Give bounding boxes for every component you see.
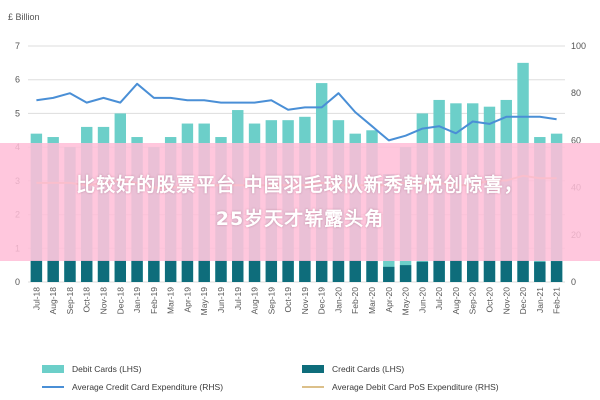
right-tick-label: 80 bbox=[571, 88, 581, 98]
credit-bar bbox=[383, 266, 395, 282]
x-tick-label: Feb-19 bbox=[149, 287, 159, 314]
credit-bar bbox=[450, 260, 462, 282]
legend-debit-label: Debit Cards (LHS) bbox=[72, 364, 142, 374]
right-tick-label: 0 bbox=[571, 277, 576, 287]
x-tick-label: May-20 bbox=[401, 287, 411, 316]
x-tick-label: Aug-20 bbox=[451, 287, 461, 315]
credit-bar bbox=[81, 260, 93, 282]
x-tick-label: Jan-19 bbox=[132, 287, 142, 313]
legend-debit-swatch bbox=[42, 365, 64, 373]
x-tick-label: Dec-19 bbox=[317, 287, 327, 315]
x-tick-label: Mar-19 bbox=[166, 287, 176, 314]
legend: Debit Cards (LHS) Credit Cards (LHS) Ave… bbox=[0, 360, 600, 400]
legend-avg-debit: Average Debit Card PoS Expenditure (RHS) bbox=[302, 382, 499, 392]
x-tick-label: Jun-20 bbox=[417, 287, 427, 313]
x-tick-label: Feb-20 bbox=[350, 287, 360, 314]
right-tick-label: 100 bbox=[571, 41, 586, 51]
credit-bar bbox=[114, 260, 127, 282]
credit-bar bbox=[282, 260, 294, 282]
x-tick-label: May-19 bbox=[199, 287, 209, 316]
x-tick-label: Oct-19 bbox=[283, 287, 293, 313]
right-tick-label: 60 bbox=[571, 135, 581, 145]
x-tick-label: Nov-18 bbox=[99, 287, 109, 315]
credit-bar bbox=[315, 260, 328, 282]
credit-bar bbox=[399, 265, 412, 282]
credit-bar bbox=[299, 260, 311, 282]
credit-bar bbox=[433, 260, 445, 282]
legend-debit-cards: Debit Cards (LHS) bbox=[42, 364, 141, 374]
x-tick-label: Jul-20 bbox=[434, 287, 444, 310]
x-tick-label: Apr-20 bbox=[384, 287, 394, 313]
credit-bar bbox=[148, 260, 160, 282]
x-tick-label: Sep-20 bbox=[468, 287, 478, 315]
left-tick-label: 6 bbox=[15, 75, 20, 85]
promo-banner: 比较好的股票平台 中国羽毛球队新秀韩悦创惊喜， 25岁天才崭露头角 bbox=[0, 143, 600, 261]
legend-avg-debit-swatch bbox=[302, 386, 324, 388]
credit-bar bbox=[97, 260, 110, 282]
legend-credit-cards: Credit Cards (LHS) bbox=[302, 364, 404, 374]
x-tick-label: Feb-21 bbox=[552, 287, 562, 314]
credit-bar bbox=[30, 260, 43, 282]
x-tick-label: Dec-18 bbox=[115, 287, 125, 315]
credit-bar bbox=[232, 260, 244, 282]
credit-bar bbox=[181, 260, 194, 282]
x-tick-label: Nov-20 bbox=[501, 287, 511, 315]
x-tick-label: Jun-19 bbox=[216, 287, 226, 313]
x-tick-label: Oct-18 bbox=[82, 287, 92, 313]
x-tick-label: Aug-18 bbox=[48, 287, 58, 315]
credit-bar bbox=[215, 260, 227, 282]
x-tick-label: Oct-20 bbox=[484, 287, 494, 313]
credit-bar bbox=[248, 260, 261, 282]
avg-credit-card-expenditure-line bbox=[36, 82, 557, 142]
left-axis-label: £ Billion bbox=[8, 12, 40, 22]
credit-bar bbox=[500, 260, 512, 282]
x-tick-label: Dec-20 bbox=[518, 287, 528, 315]
x-tick-label: Jan-20 bbox=[333, 287, 343, 313]
x-tick-label: Mar-20 bbox=[367, 287, 377, 314]
credit-bar bbox=[47, 260, 59, 282]
legend-credit-swatch bbox=[302, 365, 324, 373]
x-tick-label: Nov-19 bbox=[300, 287, 310, 315]
x-tick-label: Apr-19 bbox=[182, 287, 192, 313]
banner-line-2: 25岁天才崭露头角 bbox=[215, 208, 385, 230]
left-tick-label: 0 bbox=[15, 277, 20, 287]
credit-bar bbox=[198, 260, 210, 282]
credit-bar bbox=[164, 260, 177, 282]
credit-bar bbox=[483, 260, 496, 282]
left-tick-label: 7 bbox=[15, 41, 20, 51]
x-tick-label: Jul-18 bbox=[31, 287, 41, 310]
credit-bar bbox=[131, 260, 143, 282]
legend-avg-credit: Average Credit Card Expenditure (RHS) bbox=[42, 382, 223, 392]
legend-avg-credit-swatch bbox=[42, 386, 64, 388]
credit-bar bbox=[366, 261, 378, 282]
x-tick-label: Jan-21 bbox=[535, 287, 545, 313]
credit-bar bbox=[534, 261, 546, 282]
x-tick-label: Sep-18 bbox=[65, 287, 75, 315]
credit-bar bbox=[332, 260, 345, 282]
credit-bar bbox=[517, 260, 529, 282]
x-tick-label: Aug-19 bbox=[250, 287, 260, 315]
x-tick-label: Sep-19 bbox=[266, 287, 276, 315]
banner-line-1: 比较好的股票平台 中国羽毛球队新秀韩悦创惊喜， bbox=[76, 174, 524, 196]
credit-bar bbox=[466, 260, 479, 282]
legend-credit-label: Credit Cards (LHS) bbox=[332, 364, 405, 374]
legend-avg-debit-label: Average Debit Card PoS Expenditure (RHS) bbox=[332, 382, 499, 392]
x-tick-label: Jul-19 bbox=[233, 287, 243, 310]
credit-bar bbox=[416, 261, 429, 282]
axes: £ Billion 01234567020406080100Jul-18Aug-… bbox=[8, 12, 586, 315]
credit-bar bbox=[349, 260, 361, 282]
credit-bar bbox=[265, 260, 278, 282]
legend-avg-credit-label: Average Credit Card Expenditure (RHS) bbox=[72, 382, 224, 392]
credit-bar bbox=[550, 261, 563, 282]
left-tick-label: 5 bbox=[15, 108, 20, 118]
credit-bar bbox=[64, 260, 76, 282]
